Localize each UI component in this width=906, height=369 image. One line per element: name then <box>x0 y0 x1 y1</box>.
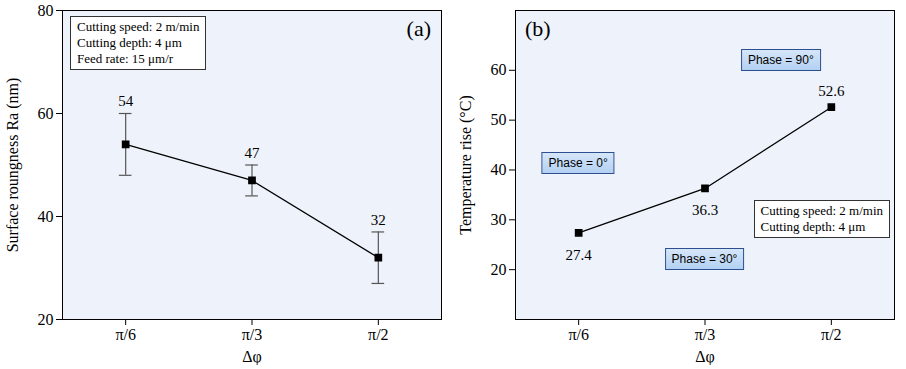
svg-text:40: 40 <box>38 208 54 225</box>
svg-text:π/2: π/2 <box>821 326 842 343</box>
svg-text:Δφ: Δφ <box>695 348 715 366</box>
html-text:Phase = 0°: Phase = 0° <box>548 156 608 171</box>
svg-text:20: 20 <box>491 261 507 278</box>
html-text:Phase = 30°: Phase = 30° <box>671 251 738 266</box>
svg-text:32: 32 <box>371 212 386 228</box>
svg-text:36.3: 36.3 <box>692 202 718 218</box>
html-text:Cutting speed: 2 m/min: Cutting speed: 2 m/min <box>77 19 200 34</box>
html-text:Phase = 90°: Phase = 90° <box>747 52 814 67</box>
svg-text:20: 20 <box>38 311 54 328</box>
html-text:Cutting depth: 4 μm: Cutting depth: 4 μm <box>760 218 866 234</box>
svg-text:π/6: π/6 <box>115 326 136 343</box>
svg-text:50: 50 <box>491 111 507 128</box>
svg-text:40: 40 <box>491 161 507 178</box>
html-text:Feed rate: 15 μm/r: Feed rate: 15 μm/r <box>77 51 174 66</box>
html-text:Cutting depth: 4 μm: Cutting depth: 4 μm <box>77 35 182 50</box>
html-text:(a): (a) <box>406 16 431 41</box>
svg-text:54: 54 <box>118 93 133 109</box>
svg-text:47: 47 <box>245 145 261 161</box>
svg-text:Δφ: Δφ <box>242 348 262 366</box>
svg-text:27.4: 27.4 <box>566 247 593 263</box>
svg-text:30: 30 <box>491 211 507 228</box>
svg-text:Temperature rise (°C): Temperature rise (°C) <box>457 95 475 234</box>
svg-text:60: 60 <box>491 61 507 78</box>
svg-text:Surface roungness Ra (nm): Surface roungness Ra (nm) <box>4 78 22 253</box>
html-text:(b): (b) <box>525 16 551 41</box>
svg-text:π/3: π/3 <box>695 326 716 343</box>
svg-text:52.6: 52.6 <box>818 83 845 99</box>
svg-text:60: 60 <box>38 105 54 122</box>
svg-text:80: 80 <box>38 2 54 19</box>
html-text:Cutting speed: 2 m/min: Cutting speed: 2 m/min <box>760 202 883 218</box>
svg-text:π/3: π/3 <box>242 326 263 343</box>
svg-text:π/2: π/2 <box>368 326 389 343</box>
svg-text:π/6: π/6 <box>568 326 589 343</box>
